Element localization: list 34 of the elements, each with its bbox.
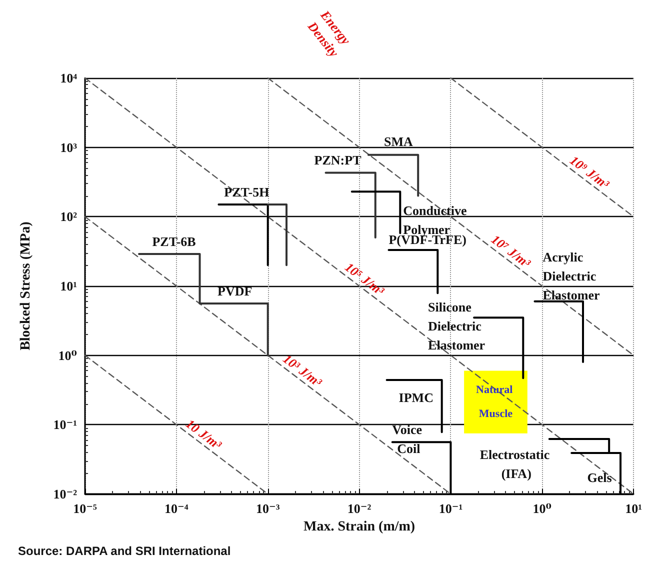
series-label: PZT-5H: [224, 184, 270, 200]
text: 10 J/m³: [183, 416, 226, 453]
y-tick-label: 10³: [60, 140, 78, 155]
series-label: PVDF: [218, 283, 252, 298]
y-tick-label: 10⁻¹: [53, 417, 78, 432]
y-axis-title: Blocked Stress (MPa): [18, 221, 34, 350]
y-tick-label: 10⁻²: [53, 486, 78, 502]
series-label: Silicone Dielectric Elastomer: [428, 300, 486, 353]
series-label: Voice Coil: [392, 422, 426, 456]
x-tick-label: 10⁻²: [347, 501, 372, 516]
series-label: Natural Muscle: [476, 384, 516, 420]
source-note: Source: DARPA and SRI International: [18, 544, 231, 558]
series-label: IPMC: [398, 390, 434, 406]
x-tick-label: 10⁻⁴: [164, 501, 188, 516]
text: 10⁵ J/m³: [342, 259, 388, 300]
y-tick-label: 10²: [60, 209, 78, 224]
x-axis-title: Max. Strain (m/m): [303, 520, 416, 534]
x-tick-label: 10¹: [625, 501, 642, 516]
x-tick-label: 10⁰: [532, 501, 552, 516]
x-tick-label: 10⁻³: [256, 501, 280, 516]
x-tick-label: 10⁻⁵: [73, 501, 97, 516]
series-label: Acrylic Dielectric Elastomer: [542, 249, 600, 302]
y-tick-label: 10⁰: [58, 348, 78, 363]
y-tick-label: 10⁴: [60, 70, 78, 86]
series-label: PZN:PT: [314, 152, 362, 168]
text: 10⁹ J/m³: [567, 152, 613, 192]
x-tick-label: 10⁻¹: [438, 501, 463, 516]
text: 10³ J/m³: [280, 351, 326, 390]
series-label: Electrostatic (IFA): [480, 447, 553, 482]
series-label: Gels: [587, 470, 612, 485]
y-tick-label: 10¹: [60, 278, 78, 294]
text: 10⁷ J/m³: [488, 232, 534, 272]
series-label: PZT-6B: [152, 234, 196, 249]
series-label: SMA: [384, 134, 414, 149]
